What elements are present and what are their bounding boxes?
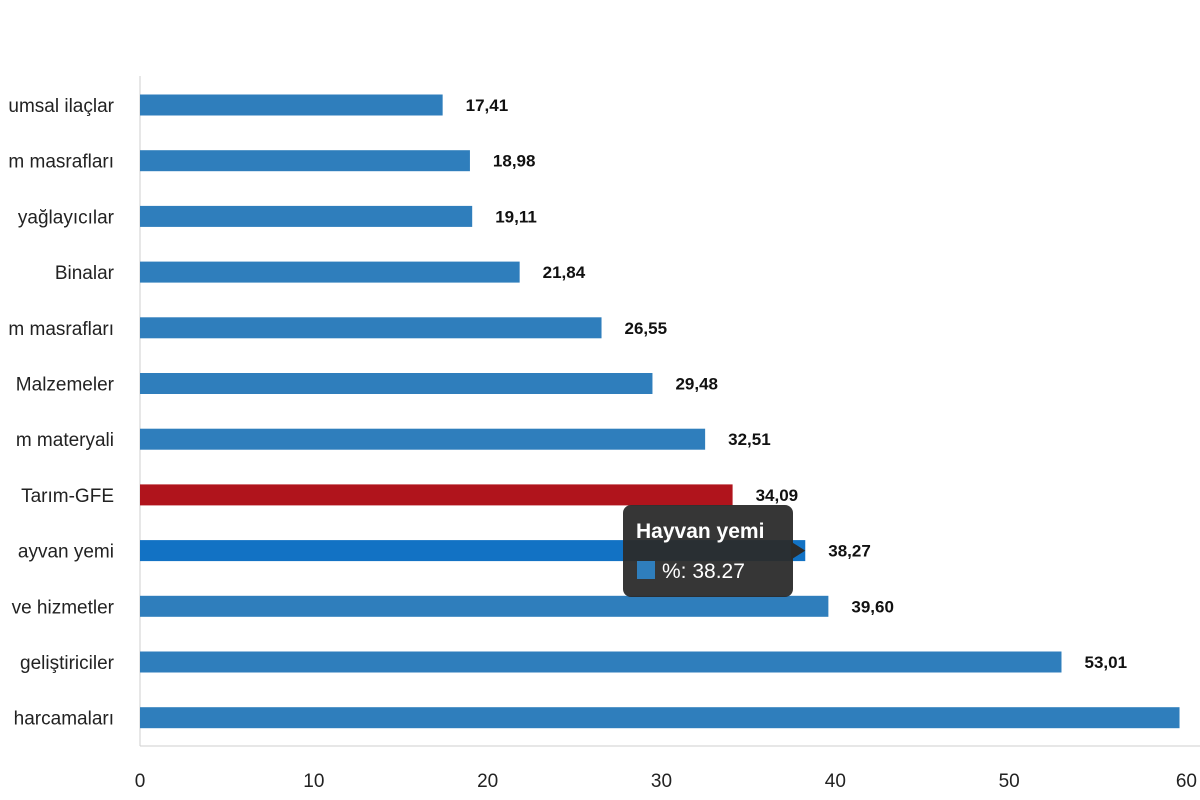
data-label: 53,01 — [1084, 653, 1127, 672]
bar[interactable] — [140, 205, 473, 227]
category-label: ve hizmetler — [12, 597, 115, 618]
bar[interactable] — [140, 373, 653, 394]
bar[interactable] — [140, 651, 1062, 673]
data-label: 39,60 — [851, 597, 894, 616]
data-label: 32,51 — [728, 430, 771, 449]
data-label: 17,41 — [466, 96, 509, 115]
data-label: 34,09 — [756, 486, 799, 505]
x-tick-label: 0 — [135, 771, 146, 792]
tooltip-swatch — [637, 561, 655, 579]
bar[interactable] — [140, 707, 1180, 729]
category-label: m masrafları — [8, 319, 114, 340]
data-label: 19,11 — [495, 207, 537, 226]
data-label: 21,84 — [543, 263, 586, 282]
data-label: 18,98 — [493, 152, 536, 171]
tooltip-pointer — [791, 541, 806, 560]
bar[interactable] — [140, 261, 520, 283]
category-label: yağlayıcılar — [18, 207, 115, 228]
x-tick-label: 20 — [477, 771, 498, 792]
x-tick-label: 10 — [303, 771, 324, 792]
tooltip-value: %: 38.27 — [662, 560, 745, 583]
category-label: umsal ilaçlar — [8, 96, 114, 117]
x-tick-label: 40 — [825, 771, 846, 792]
bar[interactable] — [140, 94, 443, 116]
bar[interactable] — [140, 484, 733, 506]
data-label: 26,55 — [625, 319, 668, 338]
x-tick-label: 30 — [651, 771, 672, 792]
bar[interactable] — [140, 317, 602, 339]
x-tick-label: 60 — [1176, 771, 1197, 792]
category-label: ayvan yemi — [18, 542, 114, 563]
bar[interactable] — [140, 150, 470, 172]
data-label: 38,27 — [828, 542, 871, 561]
category-label: Binalar — [55, 263, 115, 284]
bar[interactable] — [140, 595, 829, 617]
category-label: Malzemeler — [16, 375, 115, 396]
category-label: geliştiriciler — [20, 653, 115, 674]
category-label: Tarım-GFE — [21, 486, 114, 507]
tooltip-title: Hayvan yemi — [636, 520, 764, 543]
category-label: m materyali — [16, 430, 114, 451]
category-label: m masrafları — [8, 152, 114, 173]
bar[interactable] — [140, 428, 706, 450]
category-label: harcamaları — [14, 709, 114, 730]
x-tick-label: 50 — [999, 771, 1020, 792]
tooltip: Hayvan yemi %: 38.27 — [623, 505, 806, 597]
tooltip-box — [623, 505, 793, 597]
data-label: 29,48 — [675, 375, 718, 394]
